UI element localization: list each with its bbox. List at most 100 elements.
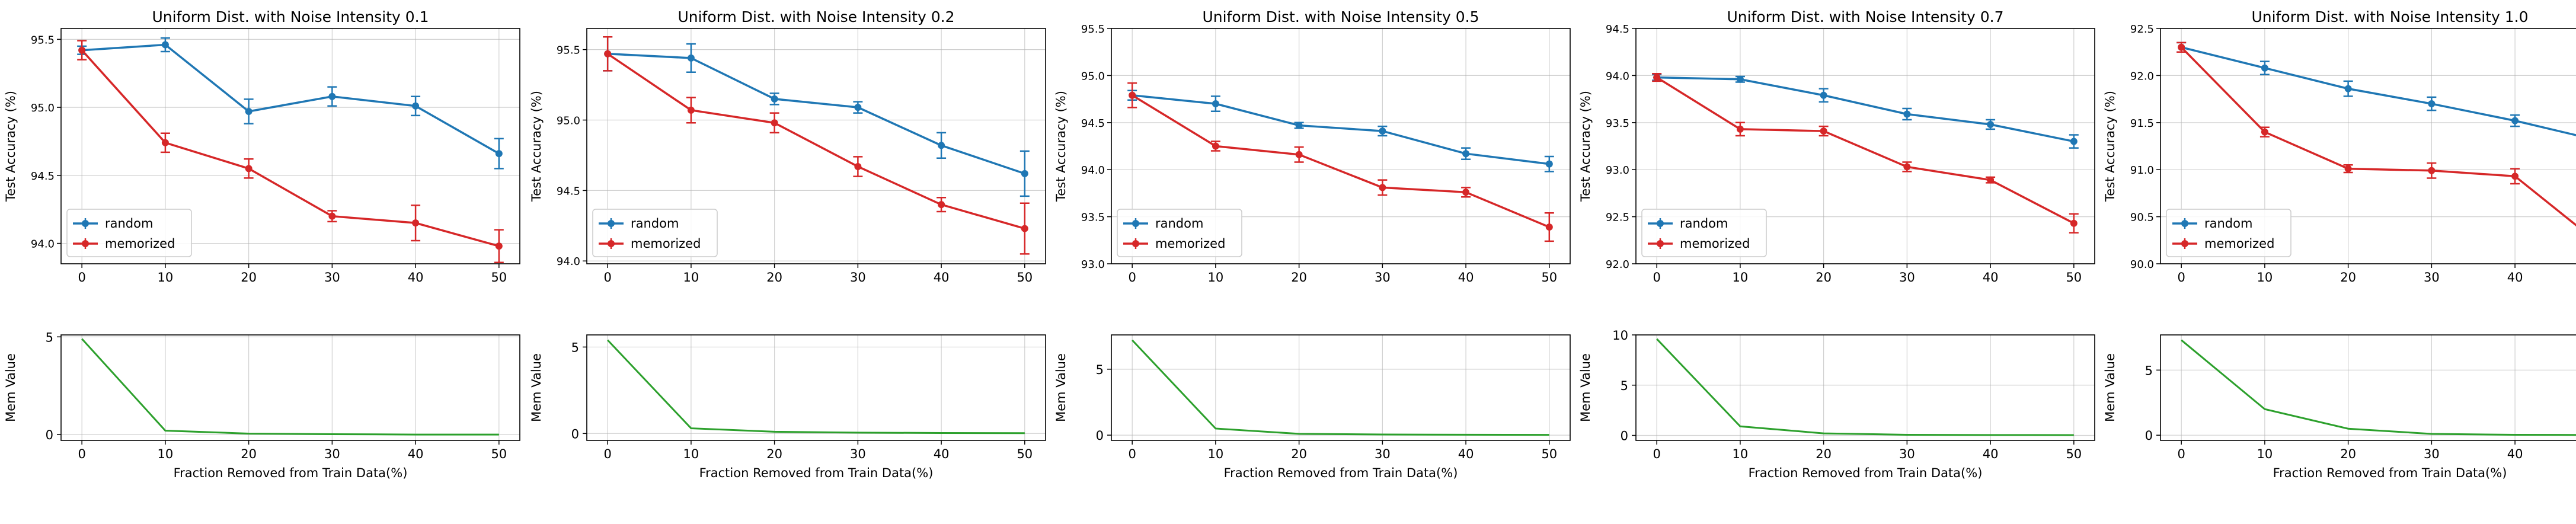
legend-swatch-marker [82, 240, 89, 247]
x-tick-label: 10 [2257, 447, 2273, 461]
mem-y-axis-label: Mem Value [2103, 353, 2117, 422]
x-tick-label: 20 [766, 447, 782, 461]
y-tick-label: 95.0 [1081, 70, 1105, 82]
series-line-memorized [2180, 46, 2576, 227]
x-tick-label: 40 [2507, 270, 2523, 285]
series-line-random [82, 43, 500, 155]
y-tick-label: 92.0 [1606, 258, 1629, 271]
legend-box [66, 209, 192, 257]
panel-3: 0 10 20 30 40 5093.093.594.094.595.095.5Unifo… [1054, 8, 1571, 480]
y-tick-label: 94.5 [1606, 23, 1629, 36]
x-tick-label: 30 [850, 270, 866, 285]
chart-title: Uniform Dist. with Noise Intensity 1.0 [2251, 8, 2528, 25]
series-line-random [1657, 76, 2075, 143]
x-tick-label: 0 [603, 270, 611, 285]
data-point [2178, 43, 2185, 51]
x-tick-label: 10 [1733, 270, 1749, 285]
y-tick-label: 94.5 [1081, 117, 1105, 130]
x-tick-label: 0 [603, 447, 611, 461]
series-line-memorized [1656, 76, 2075, 225]
data-point [687, 54, 695, 62]
data-point [2428, 167, 2436, 174]
data-point [1820, 91, 1827, 99]
chart-title: Uniform Dist. with Noise Intensity 0.2 [677, 8, 954, 25]
x-tick-label: 20 [241, 270, 257, 285]
axes-frame [2160, 334, 2576, 441]
x-tick-label: 10 [683, 447, 699, 461]
data-point [495, 150, 503, 158]
y-axis-label: Test Accuracy (%) [2103, 91, 2117, 202]
data-point [1379, 184, 1386, 191]
y-tick-label: 92.5 [2130, 23, 2154, 36]
y-tick-label: 93.5 [1081, 212, 1105, 224]
axes-frame [1635, 334, 2095, 441]
data-point [245, 107, 253, 115]
data-point [1021, 225, 1028, 232]
data-point [854, 104, 862, 111]
y-tick-label: 94.5 [31, 170, 55, 183]
panel-5: 0102030405090.090.591.091.592.092.5Unifo… [2103, 8, 2576, 480]
chart-title: Uniform Dist. with Noise Intensity 0.7 [1727, 8, 2003, 25]
mem-y-axis-label: Mem Value [1054, 353, 1068, 422]
y-tick-label: 94.0 [1606, 70, 1629, 82]
legend-label: memorized [2204, 237, 2274, 251]
x-tick-label: 40 [1458, 447, 1474, 461]
x-tick-label: 30 [1375, 270, 1391, 285]
y-tick-label: 5 [46, 330, 53, 344]
x-tick-label: 40 [1983, 270, 1999, 285]
legend-box [1117, 209, 1242, 257]
y-tick-label: 93.0 [1606, 164, 1629, 177]
axes-frame [60, 28, 520, 264]
x-tick-label: 10 [1208, 447, 1224, 461]
y-tick-label: 5 [1621, 379, 1628, 393]
x-tick-label: 50 [2066, 270, 2082, 285]
axes-frame [586, 28, 1046, 264]
data-point [1129, 91, 1136, 99]
x-tick-label: 20 [2340, 447, 2356, 461]
data-point [412, 219, 420, 227]
legend-label: random [631, 216, 679, 231]
data-point [2344, 165, 2352, 172]
legend-swatch-marker [2181, 240, 2188, 247]
y-tick-label: 94.0 [557, 255, 580, 268]
legend-label: memorized [1680, 237, 1750, 251]
y-axis-label: Test Accuracy (%) [1578, 91, 1593, 202]
x-tick-label: 10 [158, 270, 174, 285]
mem-value-line [1132, 339, 1549, 436]
x-tick-label: 0 [2177, 447, 2185, 461]
y-tick-label: 92.0 [2130, 70, 2154, 82]
x-tick-label: 0 [1653, 270, 1660, 285]
data-point [938, 142, 945, 149]
mem-value-line [607, 339, 1025, 434]
axes-frame [1111, 334, 1571, 441]
data-point [245, 165, 253, 172]
mem-value-line [1656, 338, 2074, 436]
y-axis-label: Test Accuracy (%) [1054, 91, 1068, 202]
y-tick-label: 94.5 [557, 185, 580, 197]
x-tick-label: 30 [1899, 447, 1915, 461]
x-tick-label: 40 [1983, 447, 1999, 461]
mem-y-axis-label: Mem Value [1578, 353, 1593, 422]
data-point [687, 106, 695, 114]
x-tick-label: 40 [408, 447, 424, 461]
data-point [2511, 117, 2519, 124]
legend-label: memorized [105, 237, 175, 251]
data-point [495, 242, 503, 250]
x-tick-label: 40 [934, 270, 950, 285]
x-tick-label: 0 [78, 447, 85, 461]
data-point [771, 119, 778, 127]
x-tick-label: 10 [2257, 270, 2273, 285]
series-line-random [2181, 46, 2576, 136]
data-point [1545, 223, 1553, 231]
legend-label: random [105, 216, 153, 231]
y-tick-label: 90.5 [2130, 212, 2154, 224]
data-point [1903, 110, 1911, 118]
axes-frame [2160, 28, 2576, 264]
y-tick-label: 93.5 [1606, 117, 1629, 130]
chart-title: Uniform Dist. with Noise Intensity 0.1 [152, 8, 429, 25]
x-tick-label: 0 [2177, 270, 2185, 285]
x-tick-label: 40 [2507, 447, 2523, 461]
x-tick-label: 10 [683, 270, 699, 285]
x-tick-label: 20 [1816, 270, 1832, 285]
